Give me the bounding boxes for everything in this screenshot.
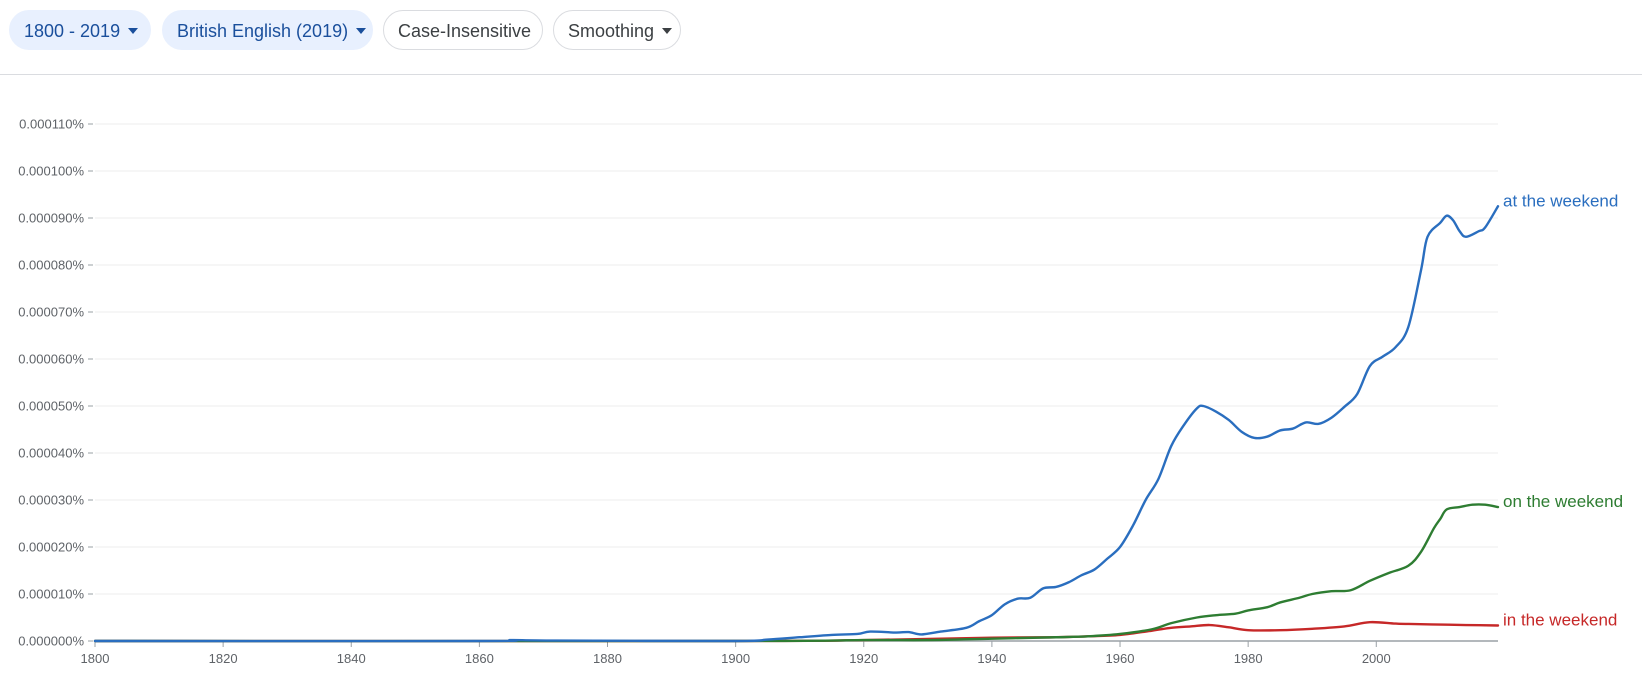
chevron-down-icon [356, 28, 367, 35]
series-label-at-the-weekend[interactable]: at the weekend [1503, 191, 1618, 210]
x-tick-label: 1900 [721, 651, 750, 666]
grid-lines [95, 123, 1498, 595]
toolbar: 1800 - 2019 British English (2019) Case-… [0, 0, 1642, 75]
y-tick-label: 0.000070% [18, 305, 84, 320]
chevron-down-icon [128, 28, 139, 35]
y-tick-label: 0.000060% [18, 352, 84, 367]
x-tick-label: 1940 [977, 651, 1006, 666]
y-tick-label: 0.000100% [18, 164, 84, 179]
y-tick-label: 0.000090% [18, 211, 84, 226]
smoothing-dropdown[interactable]: Smoothing [553, 10, 681, 50]
x-tick-label: 1800 [81, 651, 110, 666]
chevron-down-icon [662, 28, 673, 35]
x-tick-label: 2000 [1362, 651, 1391, 666]
corpus-label: British English (2019) [177, 21, 349, 41]
smoothing-label: Smoothing [568, 21, 655, 41]
y-tick-label: 0.000050% [18, 399, 84, 414]
case-insensitive-toggle[interactable]: Case-Insensitive [383, 10, 543, 50]
x-tick-label: 1880 [593, 651, 622, 666]
y-tick-label: 0.000080% [18, 258, 84, 273]
y-tick-label: 0.000110% [19, 117, 84, 132]
y-tick-label: 0.000000% [18, 634, 84, 649]
ngram-line-chart: 0.000000% 0.000010% 0.000020% 0.000030% 0.00… [18, 117, 1623, 667]
x-tick-label: 1840 [337, 651, 366, 666]
case-insensitive-label: Case-Insensitive [398, 21, 532, 41]
y-tick-label: 0.000010% [18, 587, 84, 602]
x-tick-label: 1860 [465, 651, 494, 666]
y-tick-label: 0.000030% [18, 493, 84, 508]
series-line-at-the-weekend[interactable] [93, 205, 1500, 643]
series-label-on-the-weekend[interactable]: on the weekend [1503, 492, 1623, 511]
series-labels: at the weekend on the weekend in the weeke… [1503, 191, 1623, 629]
y-tick-label: 0.000020% [18, 540, 84, 555]
y-tick-label: 0.000040% [18, 446, 84, 461]
corpus-dropdown[interactable]: British English (2019) [162, 10, 373, 50]
x-tick-label: 1980 [1234, 651, 1263, 666]
year-range-dropdown[interactable]: 1800 - 2019 [9, 10, 151, 50]
x-tick-label: 1820 [209, 651, 238, 666]
x-tick-label: 1960 [1106, 651, 1135, 666]
series-label-in-the-weekend[interactable]: in the weekend [1503, 610, 1617, 629]
series-line-on-the-weekend[interactable] [93, 503, 1500, 643]
x-tick-label: 1920 [849, 651, 878, 666]
series-lines [93, 205, 1500, 643]
year-range-label: 1800 - 2019 [24, 21, 121, 41]
axes: 0.000000% 0.000010% 0.000020% 0.000030% 0.00… [18, 117, 1498, 666]
